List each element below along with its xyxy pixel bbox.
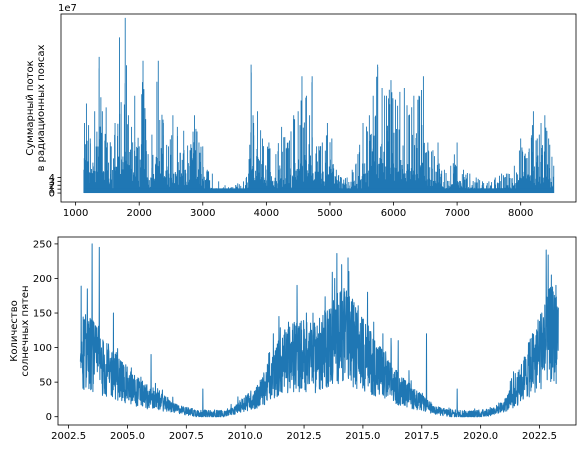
bottom-chart-x-tick-label: 2012.5 (287, 431, 322, 442)
bottom-chart-ylabel-line-1: Количество (9, 300, 20, 362)
bottom-chart-series-group (79, 243, 559, 418)
bottom-chart-x-tick-label: 2022.5 (522, 431, 557, 442)
bottom-chart-axes-frame (57, 236, 577, 426)
bottom-chart-x-tick-label: 2007.5 (169, 431, 204, 442)
bottom-chart-series-line (79, 243, 559, 418)
top-chart-series-group (83, 17, 555, 194)
top-chart-x-tick-label: 8000 (508, 208, 533, 219)
bottom-chart-y-tick-label: 250 (33, 239, 52, 250)
top-chart-x-tick-label: 7000 (444, 208, 469, 219)
bottom-chart-ylabel-line-2: солнечных пятен (20, 285, 31, 376)
bottom-chart-x-ticks: 2002.5 2005.0 2007.5 2010.0 2012.5 2015.0 2017… (51, 425, 557, 442)
top-chart-baseline-band (83, 188, 554, 194)
bottom-chart-y-tick-label: 100 (33, 343, 52, 354)
bottom-chart-y-ticks: 0 50 100 150 200 250 (33, 239, 58, 423)
top-chart-offset-text: 1e7 (58, 3, 77, 14)
bottom-chart-y-tick-label: 0 (46, 412, 52, 423)
top-chart-ylabel-line-1: Суммарный поток (25, 60, 36, 155)
bottom-chart-x-tick-label: 2010.0 (228, 431, 263, 442)
top-chart-x-tick-label: 6000 (381, 208, 406, 219)
top-chart-x-tick-label: 4000 (254, 208, 279, 219)
bottom-chart-panel: 2002.5 2005.0 2007.5 2010.0 2012.5 2015.0 2017… (9, 236, 577, 442)
bottom-chart-y-tick-label: 150 (33, 309, 52, 320)
bottom-chart-x-tick-label: 2017.5 (404, 431, 439, 442)
bottom-chart-x-tick-label: 2015.0 (345, 431, 380, 442)
top-chart-series-line (83, 17, 555, 194)
top-chart-ylabel-line-2: в радиационных поясах (36, 45, 47, 172)
top-chart-y-tick-label: 2 (49, 181, 55, 192)
top-chart-y-tick-label: 3 (49, 177, 55, 188)
top-chart-x-tick-label: 1000 (63, 208, 88, 219)
bottom-chart-x-tick-label: 2005.0 (110, 431, 145, 442)
bottom-chart-x-tick-label: 2002.5 (51, 431, 86, 442)
top-chart-y-tick-label: 0 (49, 189, 55, 200)
top-chart-x-tick-label: 3000 (190, 208, 215, 219)
top-chart-x-ticks: 1000 2000 3000 4000 5000 6000 7000 8000 (63, 202, 533, 219)
top-chart-y-tick-label: 1 (49, 185, 55, 196)
bottom-chart-y-tick-label: 50 (39, 378, 52, 389)
top-chart-y-tick-label: 4 (49, 173, 55, 184)
top-chart-x-tick-label: 2000 (126, 208, 151, 219)
bottom-chart-x-tick-label: 2020.0 (463, 431, 498, 442)
top-chart-axes-frame (60, 13, 577, 203)
bottom-chart-y-tick-label: 200 (33, 274, 52, 285)
top-chart-x-tick-label: 5000 (317, 208, 342, 219)
